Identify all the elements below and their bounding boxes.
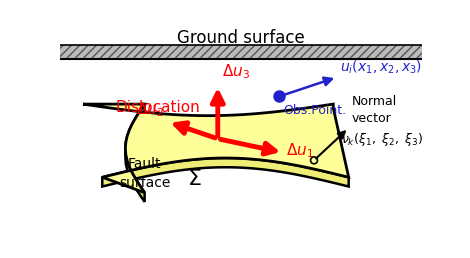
Text: Normal
vector: Normal vector: [352, 95, 397, 125]
Bar: [60, 45, 422, 59]
Polygon shape: [102, 158, 349, 187]
Text: $\nu_k(\xi_1,\ \xi_2,\ \xi_3)$: $\nu_k(\xi_1,\ \xi_2,\ \xi_3)$: [341, 131, 423, 148]
Text: $u_i(x_1, x_2, x_3)$: $u_i(x_1, x_2, x_3)$: [340, 58, 423, 76]
Polygon shape: [83, 104, 349, 193]
Text: Dislocation: Dislocation: [115, 100, 200, 116]
Text: Fault
surface: Fault surface: [119, 157, 170, 190]
Text: Obs.Point.: Obs.Point.: [283, 104, 346, 117]
Polygon shape: [125, 104, 145, 202]
Text: $\Delta u_2$: $\Delta u_2$: [136, 100, 164, 119]
Text: $\Delta u_3$: $\Delta u_3$: [222, 62, 251, 81]
Text: $\Sigma$: $\Sigma$: [187, 169, 202, 189]
Text: Ground surface: Ground surface: [177, 29, 305, 47]
Text: $\Delta u_1$: $\Delta u_1$: [286, 141, 313, 160]
Bar: [60, 31, 422, 45]
